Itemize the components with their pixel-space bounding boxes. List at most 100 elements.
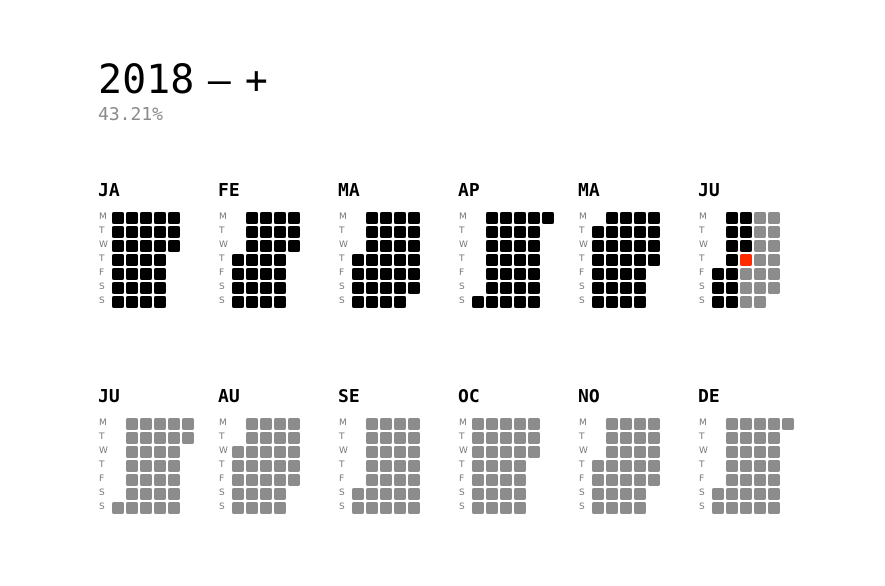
day-cell[interactable] bbox=[740, 212, 752, 224]
day-cell[interactable] bbox=[514, 502, 526, 514]
day-cell[interactable] bbox=[366, 212, 378, 224]
day-cell[interactable] bbox=[740, 296, 752, 308]
day-cell[interactable] bbox=[274, 488, 286, 500]
day-cell[interactable] bbox=[154, 432, 166, 444]
day-cell[interactable] bbox=[380, 282, 392, 294]
day-cell[interactable] bbox=[246, 296, 258, 308]
day-cell[interactable] bbox=[592, 268, 604, 280]
day-cell[interactable] bbox=[140, 282, 152, 294]
day-cell[interactable] bbox=[408, 446, 420, 458]
day-cell[interactable] bbox=[514, 212, 526, 224]
day-cell[interactable] bbox=[408, 212, 420, 224]
day-cell[interactable] bbox=[260, 296, 272, 308]
day-cell[interactable] bbox=[754, 460, 766, 472]
day-cell[interactable] bbox=[394, 446, 406, 458]
day-cell[interactable] bbox=[394, 254, 406, 266]
day-cell[interactable] bbox=[352, 296, 364, 308]
day-cell[interactable] bbox=[246, 432, 258, 444]
day-cell[interactable] bbox=[768, 268, 780, 280]
day-cell[interactable] bbox=[154, 474, 166, 486]
day-cell[interactable] bbox=[768, 226, 780, 238]
day-cell[interactable] bbox=[754, 296, 766, 308]
day-cell[interactable] bbox=[260, 240, 272, 252]
day-cell[interactable] bbox=[592, 502, 604, 514]
day-cell[interactable] bbox=[754, 226, 766, 238]
day-cell[interactable] bbox=[740, 432, 752, 444]
day-cell[interactable] bbox=[246, 474, 258, 486]
day-cell[interactable] bbox=[648, 460, 660, 472]
day-cell[interactable] bbox=[768, 502, 780, 514]
day-cell[interactable] bbox=[408, 488, 420, 500]
day-cell[interactable] bbox=[408, 268, 420, 280]
day-cell[interactable] bbox=[500, 474, 512, 486]
today-day-cell[interactable] bbox=[740, 254, 752, 266]
day-cell[interactable] bbox=[726, 502, 738, 514]
day-cell[interactable] bbox=[472, 296, 484, 308]
day-cell[interactable] bbox=[380, 474, 392, 486]
day-cell[interactable] bbox=[366, 432, 378, 444]
day-cell[interactable] bbox=[726, 418, 738, 430]
day-cell[interactable] bbox=[620, 418, 632, 430]
day-cell[interactable] bbox=[232, 488, 244, 500]
day-cell[interactable] bbox=[366, 460, 378, 472]
day-cell[interactable] bbox=[288, 460, 300, 472]
day-cell[interactable] bbox=[126, 296, 138, 308]
day-cell[interactable] bbox=[712, 502, 724, 514]
day-cell[interactable] bbox=[726, 226, 738, 238]
day-cell[interactable] bbox=[140, 254, 152, 266]
day-cell[interactable] bbox=[528, 282, 540, 294]
day-cell[interactable] bbox=[380, 488, 392, 500]
day-cell[interactable] bbox=[472, 474, 484, 486]
day-cell[interactable] bbox=[592, 282, 604, 294]
day-cell[interactable] bbox=[288, 474, 300, 486]
day-cell[interactable] bbox=[754, 254, 766, 266]
day-cell[interactable] bbox=[634, 488, 646, 500]
day-cell[interactable] bbox=[232, 460, 244, 472]
day-cell[interactable] bbox=[168, 474, 180, 486]
day-cell[interactable] bbox=[726, 240, 738, 252]
day-cell[interactable] bbox=[260, 502, 272, 514]
day-cell[interactable] bbox=[648, 226, 660, 238]
day-cell[interactable] bbox=[726, 268, 738, 280]
day-cell[interactable] bbox=[168, 418, 180, 430]
day-cell[interactable] bbox=[112, 268, 124, 280]
day-cell[interactable] bbox=[620, 502, 632, 514]
day-cell[interactable] bbox=[500, 268, 512, 280]
day-cell[interactable] bbox=[380, 418, 392, 430]
day-cell[interactable] bbox=[366, 502, 378, 514]
day-cell[interactable] bbox=[500, 418, 512, 430]
day-cell[interactable] bbox=[606, 226, 618, 238]
day-cell[interactable] bbox=[140, 212, 152, 224]
day-cell[interactable] bbox=[126, 502, 138, 514]
day-cell[interactable] bbox=[246, 282, 258, 294]
day-cell[interactable] bbox=[232, 296, 244, 308]
day-cell[interactable] bbox=[754, 502, 766, 514]
day-cell[interactable] bbox=[514, 488, 526, 500]
day-cell[interactable] bbox=[408, 418, 420, 430]
day-cell[interactable] bbox=[352, 488, 364, 500]
day-cell[interactable] bbox=[246, 254, 258, 266]
day-cell[interactable] bbox=[352, 502, 364, 514]
day-cell[interactable] bbox=[514, 268, 526, 280]
day-cell[interactable] bbox=[634, 502, 646, 514]
day-cell[interactable] bbox=[126, 282, 138, 294]
day-cell[interactable] bbox=[352, 282, 364, 294]
day-cell[interactable] bbox=[126, 488, 138, 500]
day-cell[interactable] bbox=[154, 268, 166, 280]
day-cell[interactable] bbox=[112, 254, 124, 266]
day-cell[interactable] bbox=[634, 460, 646, 472]
day-cell[interactable] bbox=[394, 240, 406, 252]
day-cell[interactable] bbox=[634, 240, 646, 252]
day-cell[interactable] bbox=[274, 474, 286, 486]
day-cell[interactable] bbox=[274, 254, 286, 266]
day-cell[interactable] bbox=[260, 446, 272, 458]
day-cell[interactable] bbox=[528, 240, 540, 252]
day-cell[interactable] bbox=[486, 446, 498, 458]
day-cell[interactable] bbox=[140, 418, 152, 430]
day-cell[interactable] bbox=[288, 212, 300, 224]
day-cell[interactable] bbox=[712, 488, 724, 500]
day-cell[interactable] bbox=[260, 432, 272, 444]
day-cell[interactable] bbox=[140, 474, 152, 486]
day-cell[interactable] bbox=[486, 432, 498, 444]
day-cell[interactable] bbox=[648, 212, 660, 224]
